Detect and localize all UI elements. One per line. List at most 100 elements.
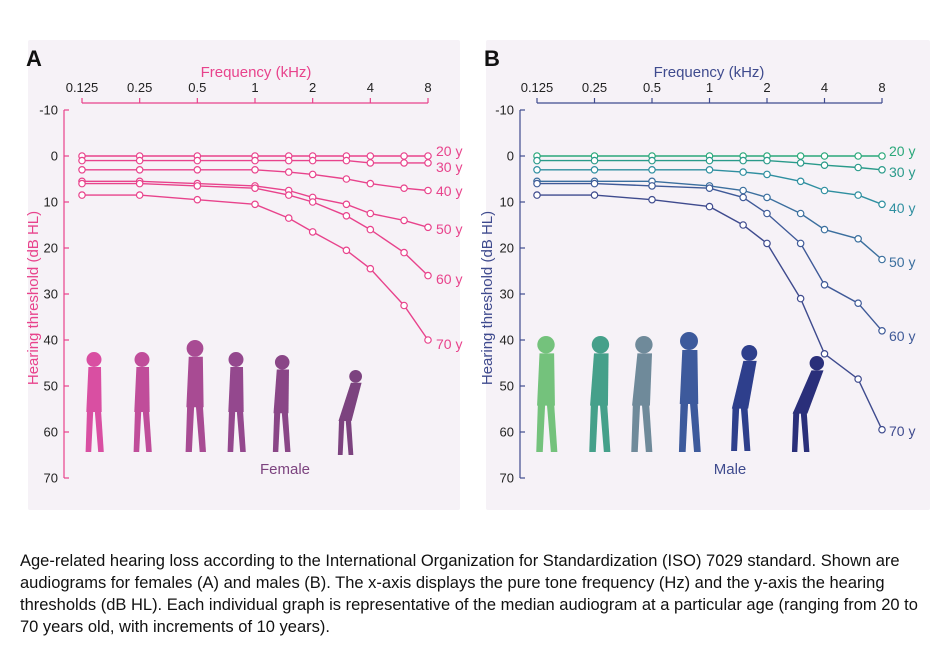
male-figure bbox=[589, 336, 611, 452]
data-point bbox=[424, 223, 432, 232]
torso bbox=[632, 353, 653, 406]
data-point bbox=[533, 179, 541, 188]
data-point bbox=[739, 193, 747, 202]
series-line bbox=[537, 194, 883, 430]
y-tick-label: 40 bbox=[500, 333, 514, 348]
head bbox=[186, 340, 204, 357]
leg bbox=[546, 403, 558, 452]
data-point bbox=[342, 200, 351, 209]
y-tick-label: 10 bbox=[44, 195, 58, 210]
x-tick-label: 0.25 bbox=[127, 80, 152, 95]
series-label: 60 y bbox=[889, 328, 915, 344]
series-40y: 40 y bbox=[78, 166, 462, 199]
leg bbox=[272, 411, 281, 452]
leg bbox=[195, 404, 206, 452]
data-point bbox=[308, 170, 317, 179]
data-point bbox=[763, 209, 771, 218]
leg bbox=[94, 410, 104, 452]
data-point bbox=[854, 299, 862, 308]
data-point bbox=[820, 280, 829, 289]
y-tick-label: 50 bbox=[500, 379, 514, 394]
head bbox=[635, 336, 653, 354]
leg bbox=[740, 406, 751, 451]
panel-b-series: 20 y 30 y 40 y 50 y 60 y 70 y bbox=[533, 143, 915, 439]
torso bbox=[537, 353, 555, 406]
data-point bbox=[78, 156, 86, 165]
data-point bbox=[739, 186, 747, 195]
series-line bbox=[82, 182, 429, 277]
data-point bbox=[854, 235, 862, 243]
female-label: Female bbox=[260, 461, 310, 478]
data-point bbox=[251, 184, 259, 193]
series-70y: 70 y bbox=[78, 191, 462, 352]
x-tick-label: 0.5 bbox=[188, 80, 206, 95]
data-point bbox=[854, 191, 862, 199]
head bbox=[809, 356, 824, 371]
male-silhouettes bbox=[536, 332, 824, 452]
series-label: 20 y bbox=[436, 143, 462, 159]
data-point bbox=[763, 239, 771, 248]
data-point bbox=[135, 179, 144, 188]
female-figure bbox=[272, 355, 291, 452]
panel-b-axes: -10 0 10 20 30 40 50 60 70 0.125 0.25 0.5 1 2 4 8 bbox=[495, 80, 885, 486]
leg bbox=[631, 403, 641, 452]
data-point bbox=[400, 159, 408, 167]
series-label: 20 y bbox=[889, 143, 915, 159]
data-point bbox=[705, 202, 714, 211]
data-point bbox=[251, 156, 259, 165]
data-point bbox=[342, 246, 351, 255]
data-point bbox=[193, 195, 202, 204]
y-tick-label: 60 bbox=[44, 425, 58, 440]
y-tick-label: 60 bbox=[500, 425, 514, 440]
data-point bbox=[878, 200, 886, 209]
data-point bbox=[763, 156, 771, 165]
series-20y: 20 y bbox=[78, 143, 462, 160]
data-point bbox=[366, 152, 375, 160]
y-tick-label: -10 bbox=[39, 103, 58, 118]
data-point bbox=[366, 264, 375, 273]
x-tick-label: 1 bbox=[706, 80, 713, 95]
y-tick-label: 20 bbox=[500, 241, 514, 256]
panel-b: B Frequency (kHz) Hearing threshold (dB … bbox=[479, 40, 930, 510]
data-point bbox=[308, 228, 317, 236]
female-figure bbox=[85, 352, 104, 452]
data-point bbox=[284, 214, 293, 222]
audiogram-figure: A Frequency (kHz) Hearing threshold (dB … bbox=[25, 40, 930, 510]
data-point bbox=[400, 152, 408, 160]
x-tick-label: 1 bbox=[251, 80, 258, 95]
x-tick-label: 2 bbox=[763, 80, 770, 95]
data-point bbox=[284, 156, 293, 165]
y-tick-label: 0 bbox=[507, 149, 514, 164]
data-point bbox=[705, 166, 714, 174]
torso bbox=[228, 367, 244, 412]
data-point bbox=[739, 168, 747, 176]
data-point bbox=[820, 161, 829, 170]
male-figure bbox=[678, 332, 701, 452]
data-point bbox=[366, 209, 375, 218]
data-point bbox=[705, 156, 714, 165]
panel-a-ylabel: Hearing threshold (dB HL) bbox=[25, 211, 42, 385]
data-point bbox=[854, 375, 862, 383]
data-point bbox=[533, 156, 541, 165]
panel-b-ylabel: Hearing threshold (dB HL) bbox=[479, 211, 496, 385]
leg bbox=[800, 411, 810, 452]
data-point bbox=[366, 159, 375, 167]
panel-b-xlabel: Frequency (kHz) bbox=[654, 64, 765, 81]
x-tick-label: 8 bbox=[878, 80, 885, 95]
leg bbox=[142, 410, 152, 452]
data-point bbox=[342, 212, 351, 220]
leg bbox=[536, 403, 546, 452]
data-point bbox=[284, 191, 293, 199]
data-point bbox=[400, 248, 408, 257]
data-point bbox=[820, 349, 829, 358]
data-point bbox=[590, 166, 599, 174]
female-figure bbox=[133, 352, 152, 452]
head bbox=[349, 370, 362, 383]
panel-a: A Frequency (kHz) Hearing threshold (dB … bbox=[25, 40, 462, 510]
data-point bbox=[820, 225, 829, 234]
male-label: Male bbox=[714, 461, 747, 478]
torso bbox=[731, 360, 757, 409]
series-line bbox=[537, 180, 883, 261]
panel-a-label: A bbox=[26, 46, 42, 71]
y-tick-label: 10 bbox=[500, 195, 514, 210]
